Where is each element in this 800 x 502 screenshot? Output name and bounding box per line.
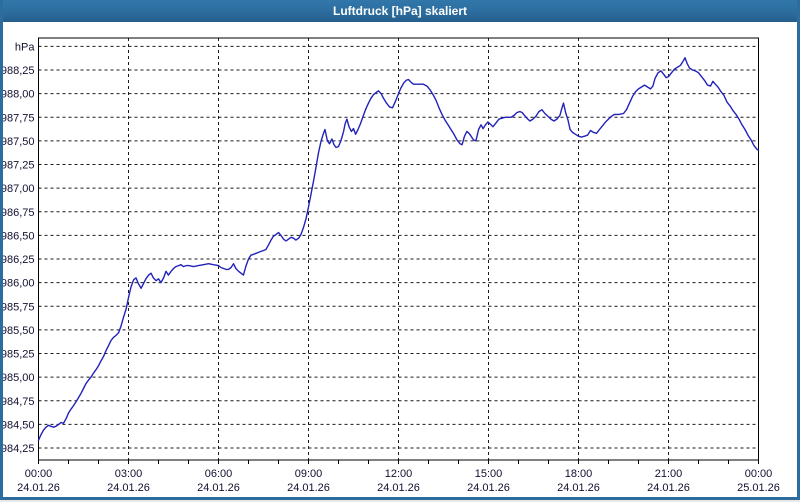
y-tick-label: 987,25 — [3, 160, 35, 172]
x-tick-date-label: 24.01.26 — [197, 482, 240, 494]
x-tick-time-label: 03:00 — [115, 468, 143, 480]
y-tick-label: 987,75 — [3, 112, 35, 124]
pressure-line-chart: 984,25 984,50 984,75 985,00 985,25 985,50 985,… — [1, 37, 780, 494]
x-tick-date-label: 24.01.26 — [287, 482, 330, 494]
chart-title: Luftdruck [hPa] skaliert — [332, 4, 468, 18]
y-tick-label: 986,25 — [3, 254, 35, 266]
x-tick-date-label: 24.01.26 — [557, 482, 600, 494]
x-tick-time-label: 15:00 — [475, 468, 503, 480]
y-tick-label: 987,50 — [3, 136, 35, 148]
x-tick-date-label: 25.01.26 — [737, 482, 780, 494]
y-tick-label: 986,75 — [3, 207, 35, 219]
x-tick-time-label: 00:00 — [745, 468, 773, 480]
x-tick-date-label: 24.01.26 — [377, 482, 420, 494]
x-tick-date-label: 24.01.26 — [647, 482, 690, 494]
y-tick-label: 986,00 — [3, 278, 35, 290]
x-tick-date-label: 24.01.26 — [467, 482, 510, 494]
y-tick-label: 985,25 — [3, 349, 35, 361]
x-tick-time-label: 00:00 — [25, 468, 53, 480]
x-tick-time-label: 12:00 — [385, 468, 413, 480]
title-bar: Luftdruck [hPa] skaliert — [3, 0, 797, 22]
y-tick-label: 985,00 — [3, 372, 35, 384]
y-tick-label: 984,50 — [3, 419, 35, 431]
chart-area: 984,25 984,50 984,75 985,00 985,25 985,50 985,… — [1, 22, 797, 497]
y-tick-label: 984,75 — [3, 396, 35, 408]
y-tick-label: 984,25 — [3, 443, 35, 455]
x-tick-date-label: 24.01.26 — [107, 482, 150, 494]
y-tick-label: 985,50 — [3, 325, 35, 337]
x-tick-time-label: 06:00 — [205, 468, 233, 480]
y-tick-label: 985,75 — [3, 301, 35, 313]
y-axis-unit-label: hPa — [15, 41, 35, 53]
y-tick-label: 988,00 — [3, 89, 35, 101]
y-tick-label: 986,50 — [3, 230, 35, 242]
y-tick-label: 988,25 — [3, 65, 35, 77]
y-tick-label: 987,00 — [3, 183, 35, 195]
pressure-data-line — [37, 57, 760, 442]
x-tick-date-label: 24.01.26 — [17, 482, 60, 494]
x-tick-time-label: 21:00 — [655, 468, 683, 480]
x-tick-time-label: 18:00 — [565, 468, 593, 480]
x-tick-time-label: 09:00 — [295, 468, 323, 480]
